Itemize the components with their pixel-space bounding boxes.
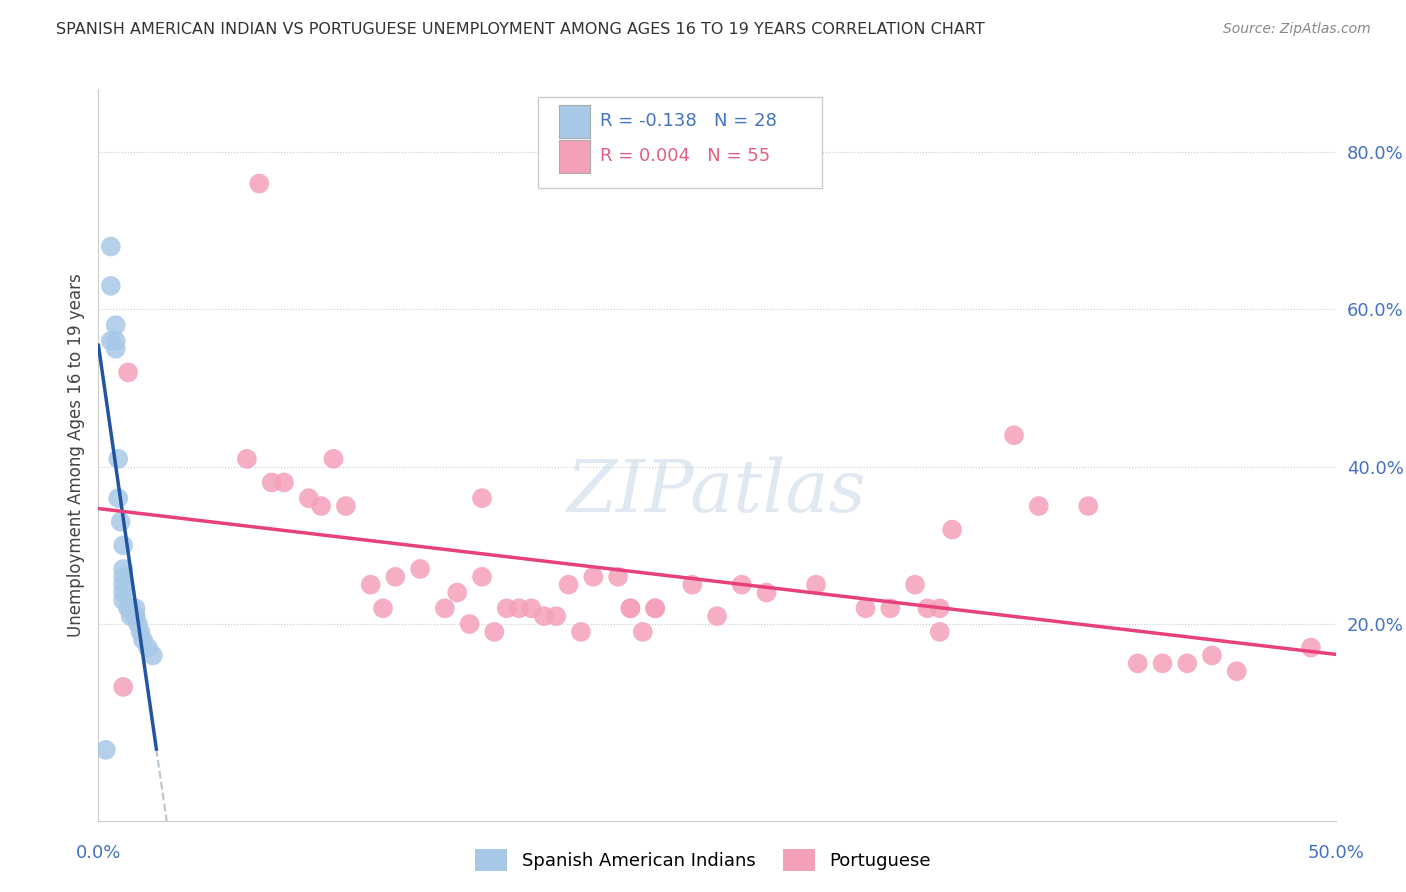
Point: [247, 177, 270, 191]
Point: [236, 451, 259, 466]
Point: [546, 609, 568, 624]
Point: [619, 601, 641, 615]
Point: [142, 648, 165, 663]
Text: R = 0.004   N = 55: R = 0.004 N = 55: [599, 147, 769, 166]
Point: [557, 577, 579, 591]
Point: [104, 334, 127, 348]
Y-axis label: Unemployment Among Ages 16 to 19 years: Unemployment Among Ages 16 to 19 years: [66, 273, 84, 637]
Point: [471, 491, 494, 505]
Point: [112, 538, 135, 552]
Point: [1152, 657, 1174, 671]
Bar: [558, 140, 589, 173]
Point: [100, 239, 122, 253]
Point: [458, 617, 481, 632]
Point: [607, 570, 630, 584]
Point: [446, 585, 468, 599]
Point: [371, 601, 394, 615]
Point: [112, 562, 135, 576]
Point: [1028, 499, 1050, 513]
Point: [107, 491, 129, 505]
Point: [322, 451, 344, 466]
Point: [309, 499, 332, 513]
Point: [533, 609, 555, 624]
Point: [110, 515, 132, 529]
Text: 0.0%: 0.0%: [76, 844, 121, 863]
Point: [1175, 657, 1198, 671]
Point: [120, 609, 142, 624]
Point: [104, 342, 127, 356]
Point: [127, 617, 149, 632]
Point: [360, 577, 382, 591]
Point: [644, 601, 666, 615]
Point: [94, 743, 117, 757]
Point: [433, 601, 456, 615]
Point: [112, 680, 135, 694]
Point: [471, 570, 494, 584]
Point: [681, 577, 703, 591]
Legend: Spanish American Indians, Portuguese: Spanish American Indians, Portuguese: [468, 842, 938, 879]
Point: [124, 601, 146, 615]
Point: [124, 609, 146, 624]
Point: [582, 570, 605, 584]
Point: [631, 624, 654, 639]
Point: [298, 491, 321, 505]
Point: [124, 609, 146, 624]
Point: [260, 475, 283, 490]
Text: R = -0.138   N = 28: R = -0.138 N = 28: [599, 112, 776, 129]
Point: [520, 601, 543, 615]
Point: [706, 609, 728, 624]
Point: [855, 601, 877, 615]
Point: [755, 585, 778, 599]
Text: Source: ZipAtlas.com: Source: ZipAtlas.com: [1223, 22, 1371, 37]
Point: [928, 601, 950, 615]
Point: [112, 577, 135, 591]
Point: [1226, 664, 1249, 678]
Point: [928, 624, 950, 639]
Point: [569, 624, 592, 639]
Point: [117, 601, 139, 615]
Point: [1077, 499, 1099, 513]
Point: [619, 601, 641, 615]
Point: [100, 278, 122, 293]
Point: [136, 640, 159, 655]
Point: [508, 601, 530, 615]
Point: [107, 451, 129, 466]
Point: [273, 475, 295, 490]
Point: [644, 601, 666, 615]
Point: [112, 593, 135, 607]
Point: [731, 577, 754, 591]
Point: [1299, 640, 1322, 655]
Bar: [558, 105, 589, 138]
Point: [104, 318, 127, 333]
Point: [1126, 657, 1149, 671]
Text: ZIPatlas: ZIPatlas: [567, 456, 868, 527]
Point: [409, 562, 432, 576]
Point: [132, 632, 155, 647]
Point: [112, 585, 135, 599]
FancyBboxPatch shape: [537, 96, 823, 188]
Point: [495, 601, 517, 615]
Point: [384, 570, 406, 584]
Point: [484, 624, 506, 639]
Point: [1201, 648, 1223, 663]
Text: 50.0%: 50.0%: [1308, 844, 1364, 863]
Point: [879, 601, 901, 615]
Point: [129, 624, 152, 639]
Point: [120, 601, 142, 615]
Point: [100, 334, 122, 348]
Point: [804, 577, 827, 591]
Point: [120, 601, 142, 615]
Point: [1002, 428, 1025, 442]
Point: [335, 499, 357, 513]
Text: SPANISH AMERICAN INDIAN VS PORTUGUESE UNEMPLOYMENT AMONG AGES 16 TO 19 YEARS COR: SPANISH AMERICAN INDIAN VS PORTUGUESE UN…: [56, 22, 986, 37]
Point: [917, 601, 939, 615]
Point: [117, 365, 139, 379]
Point: [904, 577, 927, 591]
Point: [941, 523, 963, 537]
Point: [112, 570, 135, 584]
